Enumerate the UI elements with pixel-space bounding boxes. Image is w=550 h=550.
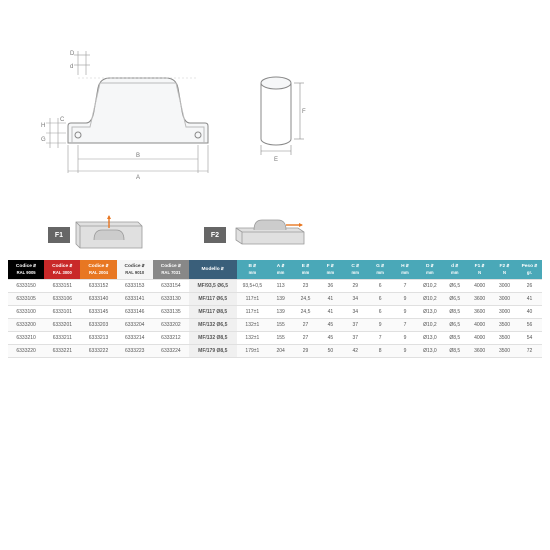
- col-header[interactable]: Codice⇵RAL 7031: [153, 260, 189, 279]
- svg-text:H: H: [41, 123, 45, 129]
- col-header[interactable]: F⇵mm: [318, 260, 343, 279]
- col-header[interactable]: Codice⇵RAL 3000: [44, 260, 80, 279]
- table-row: 63332206333221633322263332236333224MF/17…: [8, 344, 542, 357]
- f1-label: F1: [48, 227, 70, 243]
- col-header[interactable]: Peso⇵gr.: [517, 260, 542, 279]
- col-header[interactable]: H⇵mm: [393, 260, 418, 279]
- col-header[interactable]: d⇵mm: [442, 260, 467, 279]
- col-header[interactable]: Codice⇵RAL 9010: [117, 260, 153, 279]
- col-header[interactable]: Codice⇵RAL 2004: [80, 260, 116, 279]
- col-header[interactable]: D⇵mm: [417, 260, 442, 279]
- svg-text:A: A: [136, 175, 140, 181]
- svg-text:d: d: [70, 64, 73, 70]
- col-header[interactable]: A⇵mm: [268, 260, 293, 279]
- f2-label: F2: [204, 227, 226, 243]
- svg-text:F: F: [302, 109, 306, 115]
- svg-text:D: D: [70, 51, 75, 57]
- col-header[interactable]: C⇵mm: [343, 260, 368, 279]
- col-header[interactable]: Codice⇵RAL 9005: [8, 260, 44, 279]
- col-header[interactable]: E⇵mm: [293, 260, 318, 279]
- svg-text:G: G: [41, 137, 46, 143]
- svg-text:C: C: [60, 117, 65, 123]
- table-row: 63331506333151633315263331536333154MF/93…: [8, 279, 542, 292]
- col-header[interactable]: B⇵mm: [237, 260, 269, 279]
- technical-drawing: Dd H G C B A F E: [8, 8, 542, 208]
- svg-text:B: B: [136, 153, 140, 159]
- table-row: 63331006333101633314563331466333135MF/11…: [8, 305, 542, 318]
- col-header[interactable]: F2⇵N: [492, 260, 517, 279]
- table-row: 63332106333211633321363332146333212MF/13…: [8, 331, 542, 344]
- col-header[interactable]: Modello⇵: [189, 260, 237, 279]
- header-row: Codice⇵RAL 9005Codice⇵RAL 3000Codice⇵RAL…: [8, 260, 542, 279]
- table-row: 63332006333201633320363332046333202MF/13…: [8, 318, 542, 331]
- force-diagrams: F1 F2: [48, 214, 542, 256]
- spec-table: Codice⇵RAL 9005Codice⇵RAL 3000Codice⇵RAL…: [8, 260, 542, 358]
- table-row: 63331056333106633314063331416333130MF/11…: [8, 292, 542, 305]
- col-header[interactable]: G⇵mm: [368, 260, 393, 279]
- col-header[interactable]: F1⇵N: [467, 260, 492, 279]
- svg-text:E: E: [274, 157, 278, 163]
